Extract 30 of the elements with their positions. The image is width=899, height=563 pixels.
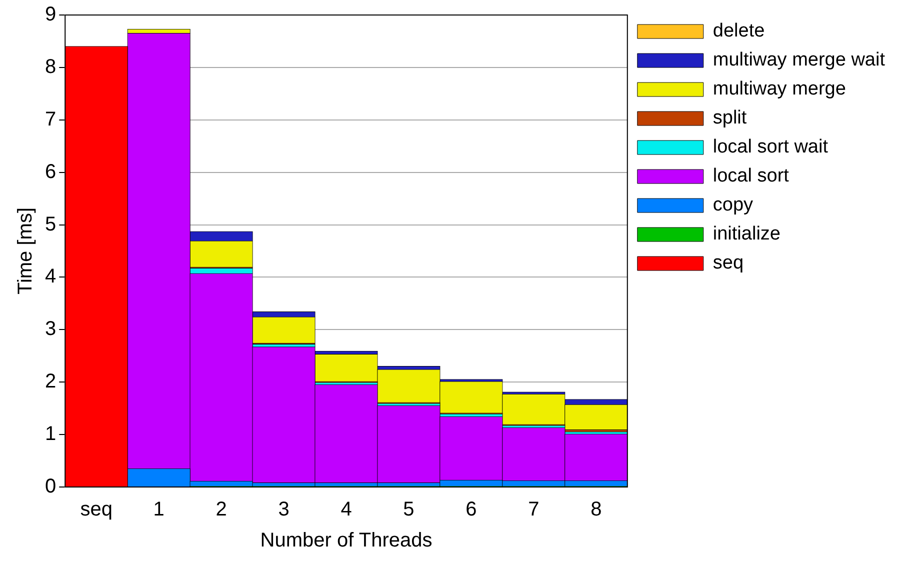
y-tick-label: 7 bbox=[45, 108, 56, 130]
y-axis-title: Time [ms] bbox=[14, 207, 37, 295]
y-tick-label: 0 bbox=[45, 476, 56, 498]
x-tick-label: 6 bbox=[466, 498, 477, 521]
y-tick-label: 1 bbox=[45, 423, 56, 446]
x-tick-label: 2 bbox=[216, 498, 227, 521]
y-tick-label: 6 bbox=[45, 160, 56, 183]
legend-label: local sort wait bbox=[712, 136, 829, 158]
y-tick-label: 3 bbox=[45, 318, 56, 340]
legend-label: multiway merge bbox=[712, 78, 846, 100]
x-tick-label: seq bbox=[80, 498, 112, 521]
y-tick-label: 2 bbox=[45, 370, 56, 393]
y-tick-label: 4 bbox=[45, 266, 56, 288]
x-tick-label: 4 bbox=[340, 498, 352, 521]
x-axis-title: Number of Threads bbox=[260, 530, 432, 552]
x-tick-label: 3 bbox=[278, 498, 290, 521]
legend-label: local sort bbox=[712, 166, 790, 187]
y-tick-label: 5 bbox=[45, 213, 56, 236]
x-tick-label: 5 bbox=[403, 498, 414, 521]
x-tick-label: 8 bbox=[590, 498, 602, 521]
x-tick-label: 7 bbox=[528, 498, 540, 521]
legend-label: initialize bbox=[712, 224, 780, 245]
legend-label: seq bbox=[712, 252, 744, 274]
y-tick-label: 9 bbox=[45, 4, 56, 26]
x-tick-label: 1 bbox=[153, 498, 164, 521]
y-tick-label: 8 bbox=[45, 56, 56, 78]
legend-label: copy bbox=[712, 194, 754, 216]
legend-label: split bbox=[712, 108, 748, 129]
legend-label: delete bbox=[712, 20, 765, 42]
legend-label: multiway merge wait bbox=[712, 50, 886, 71]
